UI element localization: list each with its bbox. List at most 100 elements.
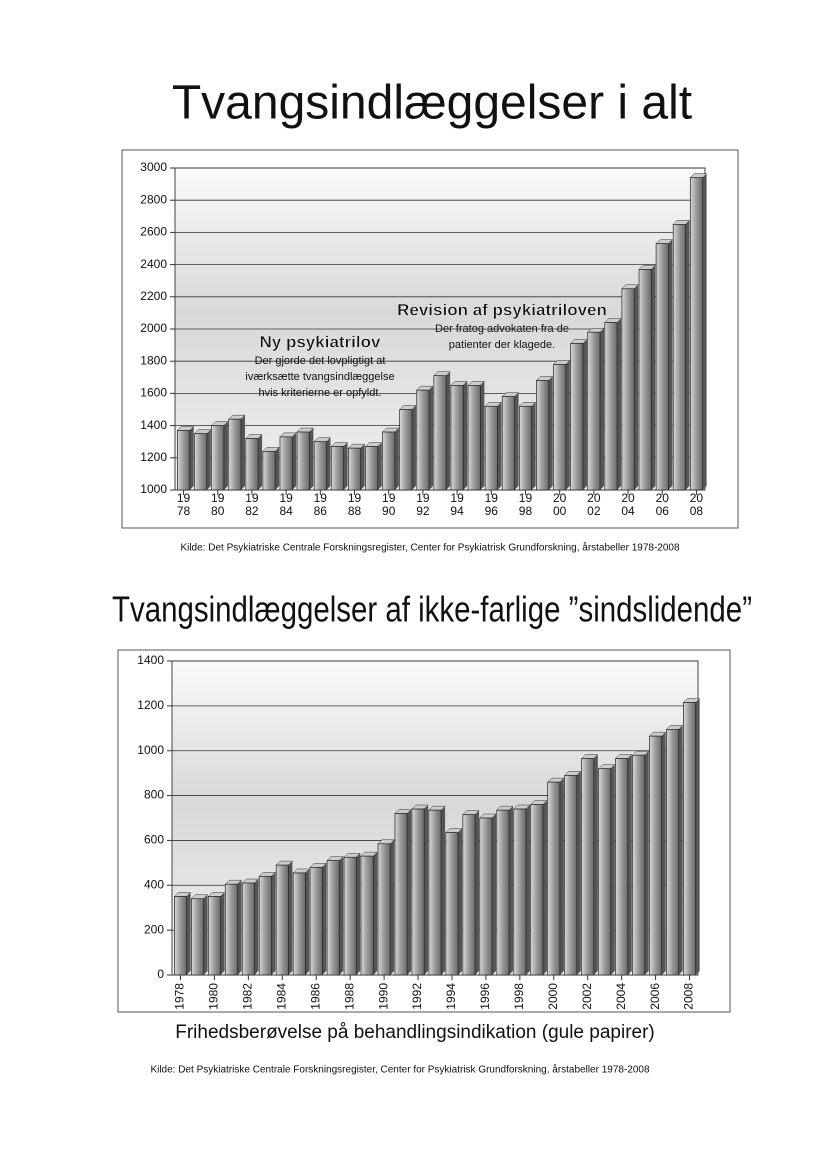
x-tick-label: 19 96 bbox=[484, 491, 498, 518]
bar bbox=[445, 832, 459, 976]
x-tick-label: 1986 bbox=[308, 983, 322, 1010]
bar bbox=[245, 438, 259, 491]
bar bbox=[689, 177, 703, 491]
x-tick-label: 19 98 bbox=[518, 491, 533, 518]
bar bbox=[433, 375, 447, 491]
bar-side bbox=[627, 754, 632, 975]
y-tick-label: 1400 bbox=[137, 653, 164, 667]
chart-title: Tvangsindlæggelser i alt bbox=[172, 77, 692, 130]
bar bbox=[296, 431, 310, 491]
bar bbox=[462, 814, 476, 976]
bar-side bbox=[593, 754, 598, 975]
bar-side bbox=[390, 839, 395, 975]
bar bbox=[564, 775, 578, 976]
bar-side bbox=[525, 805, 530, 975]
x-tick-label: 2006 bbox=[648, 983, 662, 1010]
bar bbox=[672, 224, 686, 491]
bar bbox=[513, 808, 527, 976]
x-tick-label: 2002 bbox=[580, 983, 594, 1010]
bar-side bbox=[497, 402, 502, 490]
bar bbox=[581, 758, 595, 976]
bar bbox=[553, 364, 567, 491]
y-tick-label: 2400 bbox=[140, 257, 167, 271]
bar bbox=[638, 269, 652, 491]
bar-side bbox=[576, 771, 581, 975]
bar bbox=[666, 729, 680, 976]
x-tick-label: 2004 bbox=[614, 983, 628, 1010]
bar-side bbox=[424, 805, 429, 975]
bar bbox=[501, 396, 515, 491]
bar bbox=[279, 436, 293, 491]
bar-side bbox=[634, 284, 639, 490]
chart-frame bbox=[117, 649, 731, 1013]
bar bbox=[411, 808, 425, 976]
bar-side bbox=[441, 806, 446, 975]
bar bbox=[211, 425, 225, 491]
x-tick-label: 1994 bbox=[444, 983, 458, 1010]
y-tick-label: 1000 bbox=[140, 482, 167, 496]
bar-side bbox=[309, 428, 314, 490]
bar bbox=[343, 856, 357, 976]
source: Kilde: Det Psykiatriske Centrale Forskni… bbox=[180, 542, 680, 554]
bar-side bbox=[258, 434, 263, 490]
x-tick-label: 20 06 bbox=[655, 491, 669, 518]
annotation-text: iværksætte tvangsindlæggelse bbox=[245, 371, 394, 383]
bar-side bbox=[203, 894, 208, 975]
x-tick-label: 1996 bbox=[478, 983, 492, 1010]
bar-side bbox=[565, 360, 570, 490]
source: Kilde: Det Psykiatriske Centrale Forskni… bbox=[150, 1064, 650, 1076]
bar-side bbox=[668, 239, 673, 490]
bar-side bbox=[360, 444, 365, 490]
bar bbox=[587, 331, 601, 491]
x-tick-label: 19 92 bbox=[416, 491, 430, 518]
bar-side bbox=[343, 442, 348, 490]
bar-side bbox=[429, 386, 434, 490]
y-tick-label: 800 bbox=[144, 788, 164, 802]
x-tick-label: 1992 bbox=[410, 983, 424, 1010]
bar bbox=[309, 866, 323, 976]
x-tick-label: 19 94 bbox=[450, 491, 464, 518]
bar-side bbox=[373, 852, 378, 975]
bar-side bbox=[559, 778, 564, 975]
bar bbox=[292, 872, 306, 976]
x-tick-label: 20 02 bbox=[587, 491, 601, 518]
x-tick-label: 19 90 bbox=[382, 491, 396, 518]
annotation-text: hvis kriterierne er opfyldt. bbox=[259, 387, 382, 399]
bar bbox=[484, 405, 498, 491]
bar-side bbox=[223, 421, 228, 490]
y-tick-label: 600 bbox=[144, 833, 164, 847]
bar bbox=[360, 855, 374, 976]
bar-side bbox=[206, 429, 211, 490]
bar bbox=[518, 405, 532, 491]
x-tick-label: 2000 bbox=[546, 983, 560, 1010]
annotation-text: patienter der klagede. bbox=[449, 339, 555, 351]
bar-side bbox=[600, 328, 605, 490]
bar bbox=[655, 243, 669, 491]
bar-side bbox=[644, 751, 649, 975]
bar bbox=[394, 813, 408, 976]
bar-side bbox=[220, 892, 225, 975]
y-tick-label: 2600 bbox=[140, 225, 167, 239]
y-tick-label: 2800 bbox=[140, 192, 167, 206]
bar-side bbox=[702, 173, 707, 490]
y-tick-label: 2200 bbox=[140, 289, 167, 303]
bar bbox=[416, 389, 430, 491]
bar bbox=[399, 409, 413, 491]
bar bbox=[258, 875, 272, 976]
x-tick-label: 19 80 bbox=[211, 491, 225, 518]
bar-side bbox=[446, 371, 451, 490]
bar-side bbox=[492, 814, 497, 975]
bar-side bbox=[186, 892, 191, 975]
y-tick-label: 1200 bbox=[140, 450, 167, 464]
bar-side bbox=[275, 447, 280, 490]
y-tick-label: 1800 bbox=[140, 353, 167, 367]
bar-side bbox=[305, 868, 310, 975]
x-tick-label: 2008 bbox=[682, 983, 696, 1010]
x-tick-label: 1982 bbox=[241, 983, 255, 1010]
x-tick-label: 1980 bbox=[207, 983, 221, 1010]
bar-side bbox=[661, 732, 666, 975]
bar bbox=[330, 446, 344, 491]
y-tick-label: 0 bbox=[157, 967, 164, 981]
bar-side bbox=[326, 437, 331, 490]
